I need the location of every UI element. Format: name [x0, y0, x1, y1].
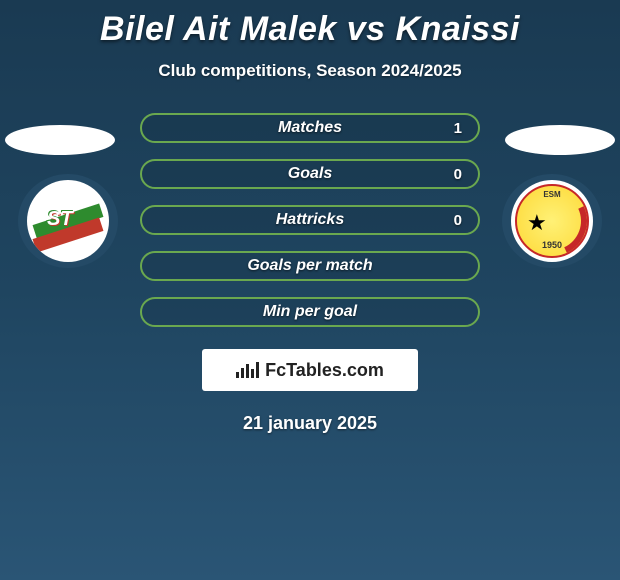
stat-row-goals-per-match: Goals per match [140, 251, 480, 281]
bar-chart-icon [236, 362, 259, 378]
club-logo-st-text: ST [47, 208, 73, 231]
player-photo-left [5, 125, 115, 155]
stat-row-hattricks: Hattricks 0 [140, 205, 480, 235]
stat-value-right: 1 [454, 120, 462, 137]
club-badge-right-inner: ★ ESM 1950 [511, 180, 593, 262]
stat-value-right: 0 [454, 166, 462, 183]
subtitle: Club competitions, Season 2024/2025 [0, 61, 620, 81]
stat-label: Goals [288, 165, 332, 183]
stat-value-right: 0 [454, 212, 462, 229]
stat-label: Matches [278, 119, 342, 137]
club-badge-left: ST [18, 174, 118, 268]
stat-label: Hattricks [276, 211, 344, 229]
player-photo-right [505, 125, 615, 155]
club-badge-right: ★ ESM 1950 [502, 174, 602, 268]
page-title: Bilel Ait Malek vs Knaissi [0, 0, 620, 49]
stat-row-matches: Matches 1 [140, 113, 480, 143]
date-label: 21 january 2025 [0, 413, 620, 434]
brand-logo[interactable]: FcTables.com [202, 349, 418, 391]
star-icon: ★ [527, 210, 547, 236]
stat-row-goals: Goals 0 [140, 159, 480, 189]
club-logo-esm-text: ESM [517, 190, 587, 199]
club-logo-esm: ★ ESM 1950 [515, 184, 589, 258]
club-logo-st: ST [33, 186, 103, 256]
club-badge-left-inner: ST [27, 180, 109, 262]
stat-row-min-per-goal: Min per goal [140, 297, 480, 327]
stat-label: Min per goal [263, 303, 357, 321]
brand-text: FcTables.com [265, 360, 384, 381]
club-logo-esm-year: 1950 [517, 240, 587, 250]
stat-label: Goals per match [247, 257, 372, 275]
